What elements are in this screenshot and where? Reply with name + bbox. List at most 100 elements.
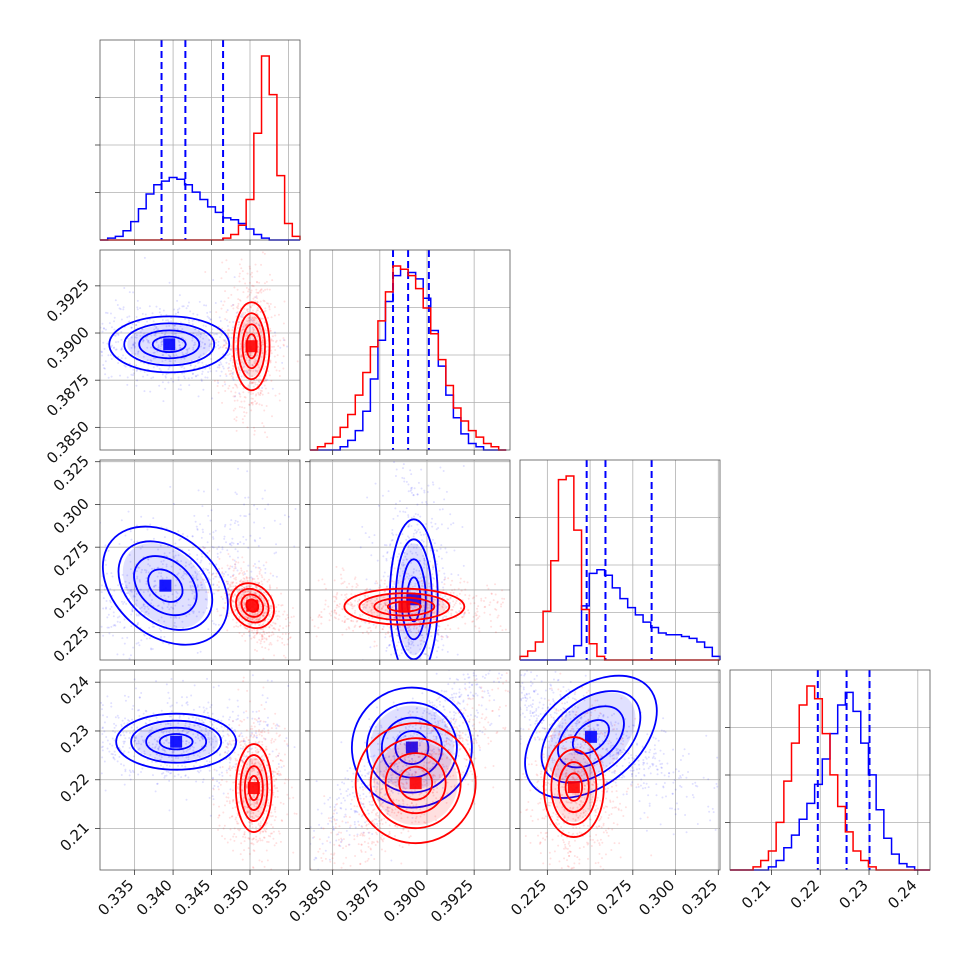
sample-point <box>424 583 427 586</box>
sample-point <box>262 630 265 633</box>
sample-point <box>131 708 134 711</box>
sample-point <box>142 603 145 606</box>
sample-point <box>254 358 257 361</box>
sample-point <box>243 346 246 349</box>
sample-point <box>202 778 205 781</box>
sample-point <box>319 615 322 618</box>
sample-point <box>387 611 390 614</box>
sample-point <box>501 629 504 632</box>
sample-point <box>416 493 419 496</box>
sample-point <box>225 580 228 583</box>
sample-point <box>436 632 439 635</box>
sample-point <box>234 563 237 566</box>
sample-point <box>419 515 422 518</box>
contour-blue-2 <box>138 329 201 360</box>
sample-point <box>144 611 147 614</box>
sample-point <box>409 583 412 586</box>
sample-point <box>101 733 104 736</box>
sample-point <box>253 296 256 299</box>
sample-point <box>383 590 386 593</box>
sample-point <box>195 780 198 783</box>
sample-point <box>148 341 151 344</box>
sample-point <box>239 343 242 346</box>
sample-point <box>152 625 155 628</box>
sample-point <box>410 640 413 643</box>
sample-point <box>345 596 348 599</box>
sample-point <box>159 347 162 350</box>
sample-point <box>85 583 87 585</box>
sample-point <box>369 610 372 613</box>
sample-point <box>193 514 196 517</box>
sample-point <box>146 320 149 323</box>
sample-point <box>382 605 385 608</box>
sample-point <box>169 772 172 775</box>
sample-point <box>320 610 323 613</box>
sample-point <box>246 320 249 323</box>
sample-point <box>148 719 151 722</box>
sample-point <box>251 364 254 367</box>
sample-point <box>251 381 254 384</box>
sample-point <box>108 322 111 325</box>
sample-point <box>106 342 109 345</box>
sample-point <box>432 584 435 587</box>
sample-point <box>218 363 221 366</box>
sample-point <box>147 608 150 611</box>
sample-point <box>227 587 230 590</box>
sample-point <box>217 730 220 733</box>
sample-point <box>254 585 257 588</box>
sample-point <box>147 339 150 342</box>
sample-point <box>158 367 161 370</box>
sample-point <box>196 313 199 316</box>
sample-point <box>93 769 95 771</box>
sample-point <box>402 564 405 567</box>
sample-point <box>258 594 261 597</box>
sample-point <box>231 329 234 332</box>
sample-point <box>216 780 219 783</box>
sample-point <box>376 614 379 617</box>
sample-point <box>450 612 453 615</box>
sample-point <box>104 559 107 562</box>
sample-point <box>212 537 215 540</box>
sample-point <box>248 576 251 579</box>
sample-point <box>94 598 96 600</box>
sample-point <box>246 333 249 336</box>
sample-point <box>320 616 323 619</box>
sample-point <box>278 577 280 579</box>
sample-point <box>397 579 400 582</box>
sample-point <box>257 545 260 548</box>
sample-point <box>259 389 262 392</box>
sample-point <box>244 627 247 630</box>
sample-point <box>501 589 504 592</box>
sample-point <box>171 704 174 707</box>
sample-point <box>212 531 215 534</box>
sample-point <box>490 625 493 628</box>
sample-point <box>173 324 176 327</box>
sample-point <box>217 623 220 626</box>
sample-point <box>443 578 446 581</box>
sample-point <box>231 537 234 540</box>
sample-point <box>254 317 257 320</box>
sample-point <box>235 315 238 318</box>
sample-point <box>254 394 257 397</box>
sample-point <box>344 619 347 622</box>
sample-point <box>177 773 180 776</box>
sample-point <box>187 301 190 304</box>
sample-point <box>394 590 397 593</box>
sample-point <box>208 796 211 799</box>
sample-point <box>251 595 254 598</box>
sample-point <box>176 592 179 595</box>
sample-point <box>226 582 229 585</box>
sample-point <box>230 727 233 730</box>
sample-point <box>239 623 242 626</box>
sample-point <box>168 779 171 782</box>
sample-point <box>356 584 359 587</box>
sample-point <box>213 333 216 336</box>
sample-point <box>178 616 181 619</box>
sample-point <box>194 571 197 574</box>
sample-point <box>203 346 206 349</box>
sample-point <box>423 566 426 569</box>
sample-point <box>175 625 178 628</box>
sample-point <box>162 602 165 605</box>
sample-point <box>244 591 247 594</box>
sample-point <box>82 663 84 665</box>
